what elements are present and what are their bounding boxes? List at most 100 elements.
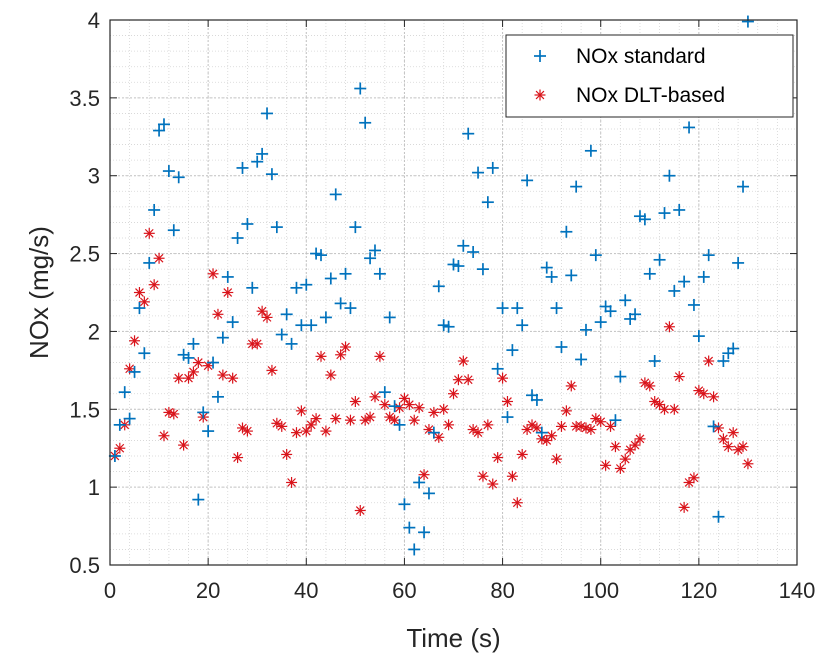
point-nox-dlt [609,441,621,453]
star-stroke [184,373,193,383]
point-nox-standard [275,328,288,341]
star-stroke [159,431,169,441]
star-stroke [272,418,282,428]
point-nox-standard [197,406,210,419]
point-nox-dlt [310,413,322,425]
point-nox-dlt [457,355,469,367]
point-nox-standard [550,302,563,315]
star-stroke [292,428,301,438]
legend: NOx standard NOx DLT-based [505,34,794,118]
point-nox-dlt [320,425,332,437]
star-stroke [316,351,326,361]
point-nox-standard [162,165,175,178]
point-nox-standard [143,256,156,269]
point-nox-standard [113,418,126,431]
point-nox-standard [157,118,170,131]
star-stroke [130,336,139,346]
point-nox-standard [545,270,558,283]
star-stroke [640,378,650,388]
point-nox-dlt [129,335,141,347]
point-nox-standard [727,342,740,355]
point-nox-standard [192,493,205,506]
point-nox-standard [741,15,754,28]
y-axis-label: NOx (mg/s) [24,226,54,359]
point-nox-standard [138,347,151,360]
point-nox-standard [364,252,377,265]
legend-plus-marker [534,50,546,62]
star-stroke [478,471,488,481]
point-nox-dlt [516,448,528,460]
y-tick-label: 3 [88,164,100,189]
x-tick-label: 100 [582,578,619,603]
point-nox-dlt [261,311,273,323]
point-nox-standard [702,249,715,262]
star-stroke [463,375,473,385]
point-nox-standard [707,420,720,433]
point-nox-standard [697,270,710,283]
point-nox-standard [584,144,597,157]
point-nox-dlt [295,405,307,417]
star-stroke [321,426,331,436]
point-nox-standard [354,82,367,95]
x-tick-label: 120 [680,578,717,603]
star-stroke [704,356,714,366]
point-nox-standard [251,155,264,168]
point-nox-dlt [158,430,170,442]
star-stroke [365,412,375,422]
star-stroke [149,280,159,290]
legend-marker-standard [534,50,546,62]
star-stroke [208,269,218,279]
y-tick-label: 4 [88,8,100,33]
point-nox-standard [540,261,553,274]
point-nox-standard [511,302,524,315]
point-nox-dlt [659,403,671,415]
star-stroke [233,453,242,462]
point-nox-standard [501,411,514,424]
series-layer [108,15,754,556]
point-nox-standard [442,320,455,333]
star-stroke [429,408,439,417]
point-nox-dlt [354,505,366,516]
star-stroke [537,434,547,444]
star-stroke [380,400,390,409]
star-stroke [296,406,306,416]
point-nox-standard [692,330,705,343]
star-stroke [535,90,545,100]
star-stroke [169,409,179,419]
star-stroke [144,228,154,238]
point-nox-standard [118,386,131,399]
star-stroke [135,288,144,297]
point-nox-standard [673,203,686,216]
point-nox-dlt [712,422,724,434]
star-stroke [655,400,664,409]
star-stroke [370,392,380,402]
point-nox-dlt [364,411,376,423]
star-stroke [350,397,360,406]
point-nox-standard [476,263,489,276]
point-nox-dlt [187,366,199,378]
point-nox-standard [393,418,406,431]
point-nox-standard [388,400,401,413]
point-nox-standard [319,311,332,324]
star-stroke [385,412,395,422]
plot-frame [109,19,798,566]
point-nox-dlt [644,380,656,392]
point-nox-standard [403,521,416,534]
star-stroke [252,339,262,349]
point-nox-standard [732,256,745,269]
point-nox-dlt [482,419,494,431]
star-stroke [139,297,149,307]
point-nox-standard [265,168,278,181]
point-nox-dlt [600,459,612,471]
star-stroke [257,306,267,316]
star-stroke [390,415,399,425]
point-nox-dlt [403,399,415,411]
point-nox-dlt [634,433,646,445]
y-tick-label: 3.5 [69,86,100,111]
star-stroke [728,428,738,438]
star-stroke [267,365,277,375]
star-stroke [419,470,429,480]
point-nox-standard [629,308,642,321]
star-stroke [743,459,753,469]
point-nox-dlt [614,462,626,474]
